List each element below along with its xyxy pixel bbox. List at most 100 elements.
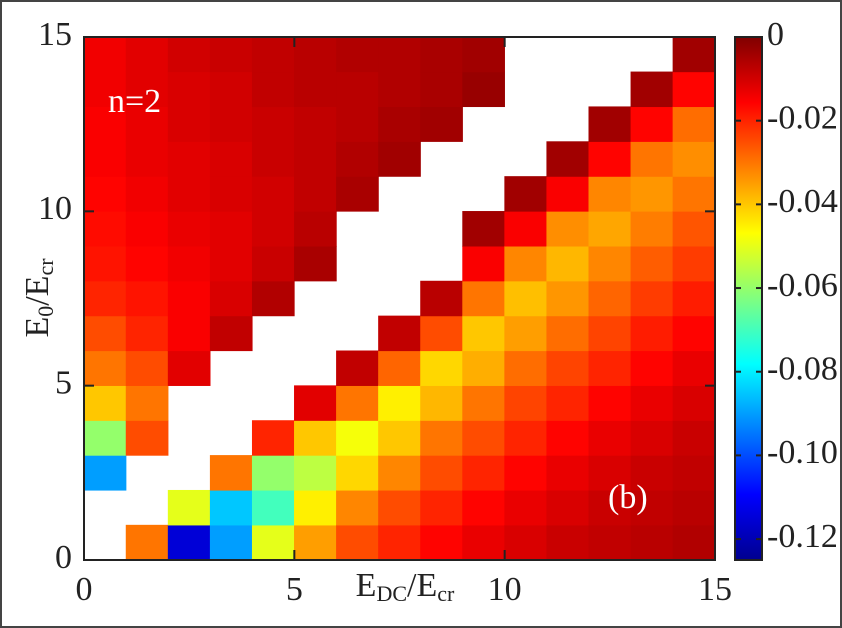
y-tick-label: 5	[55, 364, 72, 401]
heatmap-cell	[336, 141, 379, 177]
heatmap-cell	[251, 280, 295, 317]
heatmap-cell	[588, 245, 632, 282]
heatmap-cell	[125, 524, 169, 561]
colorbar-tick-label: -0.06	[767, 267, 838, 304]
heatmap-cell	[125, 245, 169, 282]
x-axis-label-part: /E	[407, 567, 437, 604]
x-tick-label: 0	[76, 571, 93, 608]
heatmap-cell	[294, 420, 337, 456]
heatmap-cell	[125, 315, 169, 352]
heatmap-cell	[420, 489, 463, 526]
heatmap-cell	[546, 315, 590, 352]
heatmap-cell	[83, 36, 127, 73]
heatmap-cell	[167, 350, 211, 386]
heatmap-cell	[588, 315, 632, 352]
heatmap-cell	[588, 455, 632, 491]
heatmap-cell	[251, 106, 295, 142]
heatmap-cell	[125, 280, 169, 317]
heatmap-cell	[378, 141, 421, 177]
heatmap-cell	[209, 211, 253, 247]
heatmap-cell	[672, 36, 716, 73]
heatmap-cell	[420, 315, 463, 352]
heatmap-cell	[167, 245, 211, 282]
heatmap-cell	[462, 280, 505, 317]
heatmap-cell	[83, 350, 127, 386]
heatmap-cell	[462, 455, 505, 491]
heatmap-cell	[125, 211, 169, 247]
heatmap-cell	[209, 141, 253, 177]
heatmap-cell	[630, 245, 674, 282]
heatmap-cell	[504, 280, 548, 317]
heatmap-cell	[630, 106, 674, 142]
heatmap-cell	[336, 106, 379, 142]
heatmap-cell	[378, 489, 421, 526]
heatmap-cell	[125, 141, 169, 177]
heatmap-cell	[378, 385, 421, 421]
heatmap-cell	[630, 455, 674, 491]
heatmap-cell	[546, 211, 590, 247]
heatmap-cell	[546, 245, 590, 282]
heatmap-cell	[378, 315, 421, 352]
heatmap-cell	[294, 455, 337, 491]
heatmap-cell	[546, 141, 590, 177]
heatmap-cell	[336, 350, 379, 386]
heatmap-cell	[125, 420, 169, 456]
heatmap-cell	[209, 455, 253, 491]
heatmap-cell	[83, 385, 127, 421]
heatmap-cell	[83, 245, 127, 282]
heatmap-cell	[546, 489, 590, 526]
heatmap-cell	[672, 211, 716, 247]
heatmap-cell	[420, 280, 463, 317]
heatmap-cell	[504, 176, 548, 212]
heatmap-cell	[630, 420, 674, 456]
heatmap-cell	[588, 211, 632, 247]
heatmap-cell	[251, 489, 295, 526]
heatmap-cell	[462, 71, 505, 108]
heatmap-cell	[630, 385, 674, 421]
heatmap-cell	[630, 350, 674, 386]
y-axis-label-part: E	[19, 317, 56, 338]
heatmap-cell	[420, 524, 463, 561]
heatmap-cell	[672, 141, 716, 177]
heatmap-cell	[125, 106, 169, 142]
x-tick-label: 15	[698, 571, 732, 608]
heatmap-cell	[420, 420, 463, 456]
heatmap-cell	[294, 176, 337, 212]
heatmap-cell	[336, 489, 379, 526]
heatmap-cell	[336, 176, 379, 212]
heatmap-cell	[336, 455, 379, 491]
heatmap-cell	[672, 420, 716, 456]
heatmap-cell	[672, 385, 716, 421]
heatmap-cell	[378, 71, 421, 108]
heatmap-cell	[251, 420, 295, 456]
heatmap-cell	[378, 455, 421, 491]
heatmap-cell	[420, 385, 463, 421]
heatmap-cell	[167, 489, 211, 526]
heatmap-cell	[504, 489, 548, 526]
heatmap-cell	[294, 524, 337, 561]
x-axis-label: EDC/Ecr	[356, 567, 455, 606]
heatmap-cell	[546, 280, 590, 317]
heatmap-cell	[209, 106, 253, 142]
colorbar-tick-label: 0	[767, 16, 784, 53]
y-axis-label: E0/Ecr	[19, 258, 58, 338]
heatmap-cell	[125, 71, 169, 108]
heatmap-cell	[546, 420, 590, 456]
heatmap-cell	[83, 280, 127, 317]
heatmap-cell	[294, 489, 337, 526]
heatmap-cell	[546, 455, 590, 491]
heatmap-cell	[251, 455, 295, 491]
heatmap-cell	[504, 315, 548, 352]
heatmap-cell	[167, 315, 211, 352]
heatmap-cell	[167, 36, 211, 73]
heatmap-cell	[251, 245, 295, 282]
heatmap-cell	[462, 315, 505, 352]
heatmap-cell	[630, 176, 674, 212]
heatmap-cell	[378, 350, 421, 386]
heatmap-cell	[672, 455, 716, 491]
heatmap-cell	[125, 350, 169, 386]
heatmap-cell	[83, 141, 127, 177]
heatmap-cell	[83, 420, 127, 456]
heatmap-cell	[630, 211, 674, 247]
heatmap-cell	[672, 315, 716, 352]
